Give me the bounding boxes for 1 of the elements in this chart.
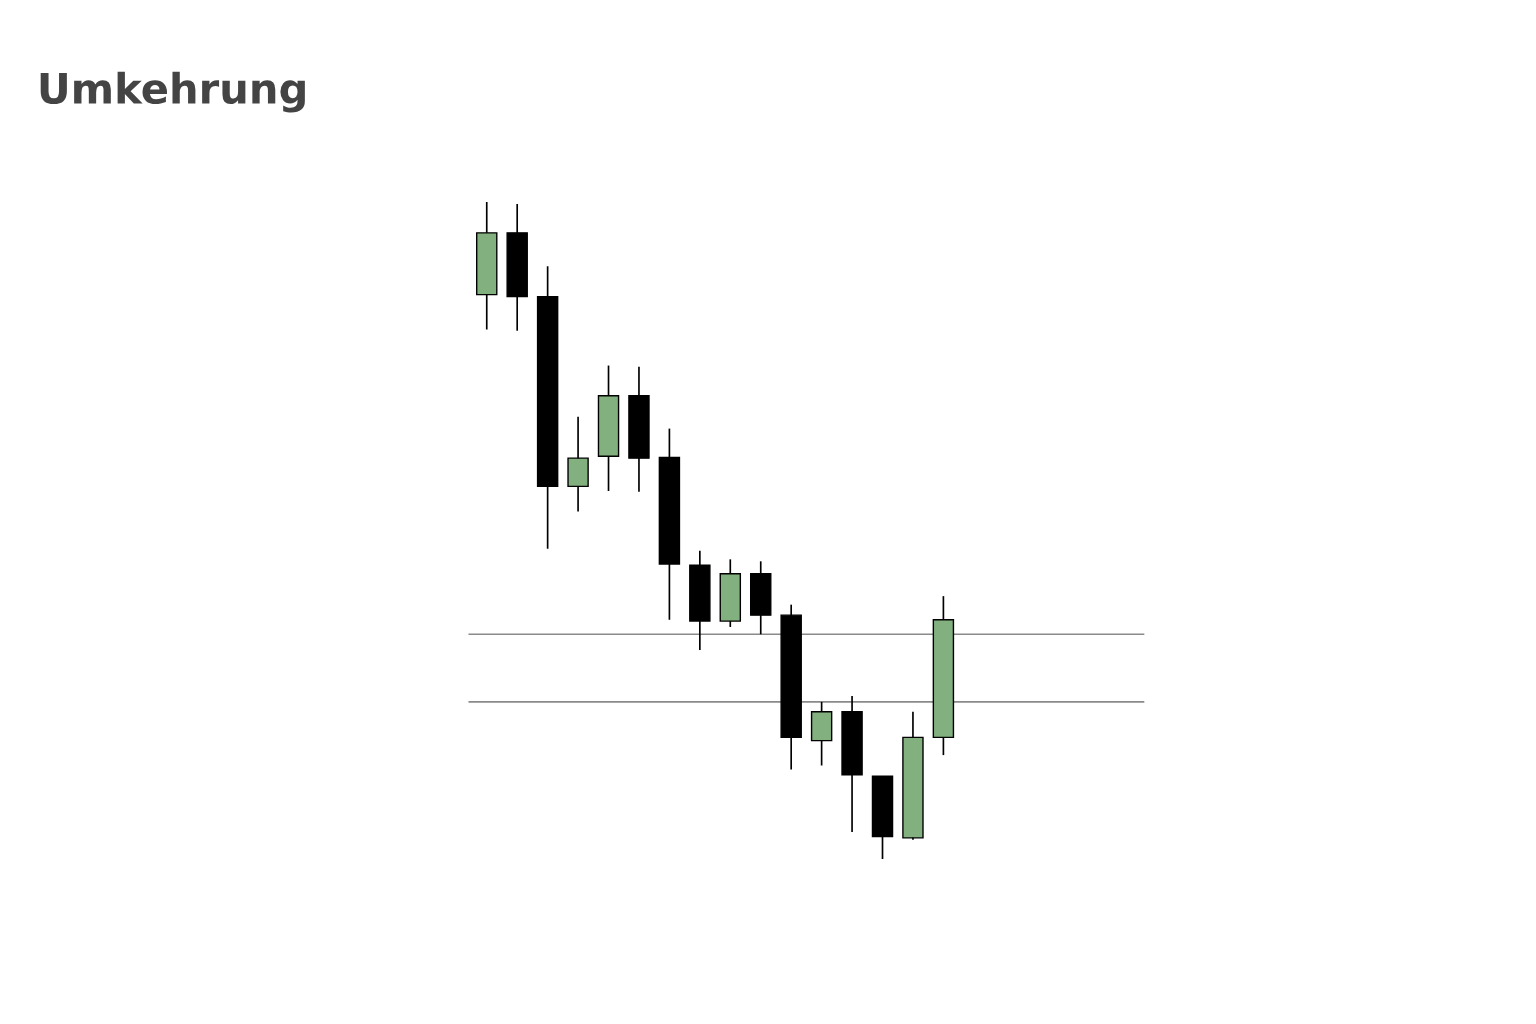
chart-title: Umkehrung [40,71,305,113]
